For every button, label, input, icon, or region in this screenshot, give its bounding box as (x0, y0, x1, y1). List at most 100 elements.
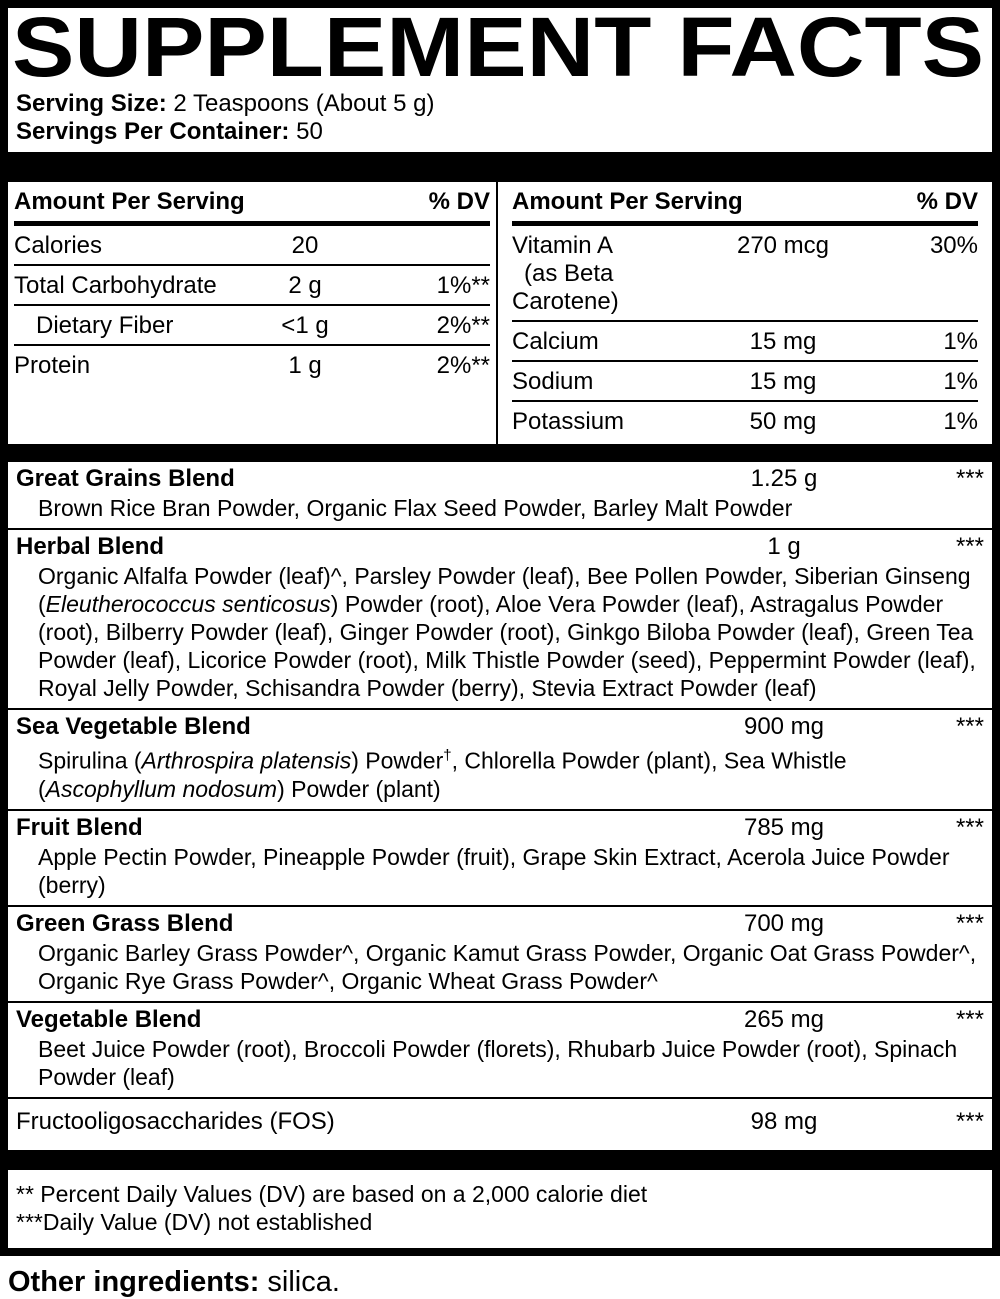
blend-header: Green Grass Blend 700 mg *** (16, 910, 984, 938)
blend-ingredients: Organic Barley Grass Powder^, Organic Ka… (38, 939, 977, 994)
nutrient-dv: 1% (943, 328, 978, 355)
blend-ingredients: Organic Alfalfa Powder (leaf)^, Parsley … (38, 563, 976, 701)
servings-per-container-row: Servings Per Container: 50 (16, 118, 992, 146)
blend-amount: 265 mg (743, 1005, 825, 1033)
amount-per-serving-header: Amount Per Serving (512, 188, 743, 215)
amount-per-serving-header: Amount Per Serving (14, 188, 245, 215)
nutrient-dv: 1% (943, 408, 978, 435)
nutrient-dv: 2%** (436, 312, 490, 339)
serving-size-label: Serving Size: (16, 90, 167, 117)
nutrient-row-vitamin-a: Vitamin A (as Beta Carotene) 270 mcg 30% (512, 226, 978, 322)
serving-size-value: 2 Teaspoons (About 5 g) (173, 90, 435, 117)
nutrient-columns: Amount Per Serving % DV Calories 20 Tota… (8, 182, 992, 444)
footnotes: ** Percent Daily Values (DV) are based o… (8, 1170, 992, 1248)
blend-ingredients: Apple Pectin Powder, Pineapple Powder (f… (38, 843, 950, 898)
blend-amount: 900 mg (743, 713, 825, 740)
nutrient-dv: 30% (929, 232, 978, 259)
serving-info: Serving Size: 2 Teaspoons (About 5 g) Se… (8, 88, 992, 152)
blend-name: Herbal Blend (16, 533, 165, 560)
column-header-right: Amount Per Serving % DV (512, 182, 978, 226)
blend-dv: *** (955, 909, 984, 937)
supplement-facts-panel: SUPPLEMENT FACTS Serving Size: 2 Teaspoo… (0, 0, 1000, 1256)
nutrient-amount: 15 mg (749, 368, 817, 395)
blend-amount: 785 mg (743, 813, 825, 841)
nutrient-amount: <1 g (281, 312, 329, 339)
blend-dv: *** (955, 813, 984, 841)
blend-ingredients: Spirulina (Arthrospira platensis) Powder… (38, 747, 847, 802)
blend-dv: *** (955, 713, 984, 740)
blend-section-great-grains: Great Grains Blend 1.25 g *** Brown Rice… (8, 462, 992, 528)
blend-header: Sea Vegetable Blend 900 mg *** (16, 713, 984, 741)
nutrient-row-sodium: Sodium 15 mg 1% (512, 362, 978, 402)
blend-section-sea-vegetable: Sea Vegetable Blend 900 mg *** Spirulina… (8, 708, 992, 809)
servings-per-container-value: 50 (296, 118, 323, 145)
blend-amount: 1 g (767, 533, 801, 560)
serving-size-row: Serving Size: 2 Teaspoons (About 5 g) (16, 90, 992, 118)
nutrient-row-protein: Protein 1 g 2%** (14, 346, 490, 384)
servings-per-container-label: Servings Per Container: (16, 118, 290, 145)
nutrient-amount: 1 g (288, 352, 322, 379)
nutrient-amount: 2 g (288, 272, 322, 299)
blend-name: Green Grass Blend (16, 909, 234, 937)
other-ingredients-value: silica. (259, 1265, 340, 1298)
title-block: SUPPLEMENT FACTS (8, 8, 992, 88)
percent-dv-header: % DV (428, 188, 490, 215)
blend-name: Fruit Blend (16, 813, 143, 841)
column-header-left: Amount Per Serving % DV (14, 182, 490, 226)
nutrient-row-calcium: Calcium 15 mg 1% (512, 322, 978, 362)
blend-section-fos: Fructooligosaccharides (FOS) 98 mg *** (8, 1096, 992, 1150)
blend-ingredients: Beet Juice Powder (root), Broccoli Powde… (38, 1035, 958, 1090)
blend-section-vegetable: Vegetable Blend 265 mg *** Beet Juice Po… (8, 1000, 992, 1097)
blend-amount: 98 mg (750, 1107, 818, 1135)
nutrient-name: Total Carbohydrate (14, 272, 217, 299)
nutrient-name: Calcium (512, 328, 599, 355)
blend-ingredients: Brown Rice Bran Powder, Organic Flax See… (38, 495, 793, 521)
title-svg: SUPPLEMENT FACTS (12, 10, 984, 88)
nutrient-name-sub: (as Beta Carotene) (512, 260, 619, 315)
divider-bar-top (8, 152, 992, 182)
blend-dv: *** (955, 465, 984, 492)
blend-amount: 1.25 g (750, 465, 818, 492)
footnote-dv-basis: ** Percent Daily Values (DV) are based o… (16, 1180, 648, 1207)
blend-section-herbal: Herbal Blend 1 g *** Organic Alfalfa Pow… (8, 528, 992, 708)
other-ingredients-label: Other ingredients: (8, 1265, 260, 1298)
nutrient-dv: 2%** (436, 352, 490, 379)
nutrient-name: Calories (14, 232, 103, 259)
blend-header: Fruit Blend 785 mg *** (16, 814, 984, 842)
divider-bar-bottom (8, 1149, 992, 1170)
blend-section-fruit: Fruit Blend 785 mg *** Apple Pectin Powd… (8, 808, 992, 905)
nutrient-name: Vitamin A (as Beta Carotene) (512, 232, 698, 316)
page-title: SUPPLEMENT FACTS (12, 10, 984, 88)
other-ingredients: Other ingredients: silica. (0, 1256, 1000, 1299)
blend-name: Great Grains Blend (16, 465, 235, 492)
nutrient-row-dietary-fiber: Dietary Fiber <1 g 2%** (14, 306, 490, 346)
nutrient-column-right: Amount Per Serving % DV Vitamin A (as Be… (498, 182, 984, 444)
nutrient-column-left: Amount Per Serving % DV Calories 20 Tota… (8, 182, 498, 444)
nutrient-amount: 270 mcg (736, 232, 830, 259)
blend-header: Vegetable Blend 265 mg *** (16, 1006, 984, 1034)
nutrient-name-main: Vitamin A (512, 232, 613, 259)
blend-dv: *** (955, 1005, 984, 1033)
blend-name: Vegetable Blend (16, 1005, 202, 1033)
nutrient-name: Dietary Fiber (36, 312, 174, 339)
nutrient-amount: 20 (291, 232, 319, 259)
blend-name: Sea Vegetable Blend (16, 713, 251, 740)
nutrient-name: Sodium (512, 368, 594, 395)
nutrient-dv: 1%** (436, 272, 490, 299)
nutrient-row-potassium: Potassium 50 mg 1% (512, 402, 978, 440)
nutrient-name: Potassium (512, 408, 625, 435)
divider-bar-middle (8, 444, 992, 462)
nutrient-dv: 1% (943, 368, 978, 395)
blend-header: Fructooligosaccharides (FOS) 98 mg *** (16, 1102, 984, 1146)
percent-dv-header: % DV (916, 188, 978, 215)
nutrient-row-total-carbohydrate: Total Carbohydrate 2 g 1%** (14, 266, 490, 306)
blend-name: Fructooligosaccharides (FOS) (16, 1107, 335, 1135)
blend-amount: 700 mg (743, 909, 825, 937)
blend-header: Great Grains Blend 1.25 g *** (16, 465, 984, 493)
nutrient-amount: 15 mg (749, 328, 817, 355)
blend-header: Herbal Blend 1 g *** (16, 533, 984, 561)
blend-section-green-grass: Green Grass Blend 700 mg *** Organic Bar… (8, 904, 992, 1001)
blend-dv: *** (955, 1107, 984, 1135)
nutrient-amount: 50 mg (749, 408, 817, 435)
nutrient-row-calories: Calories 20 (14, 226, 490, 266)
